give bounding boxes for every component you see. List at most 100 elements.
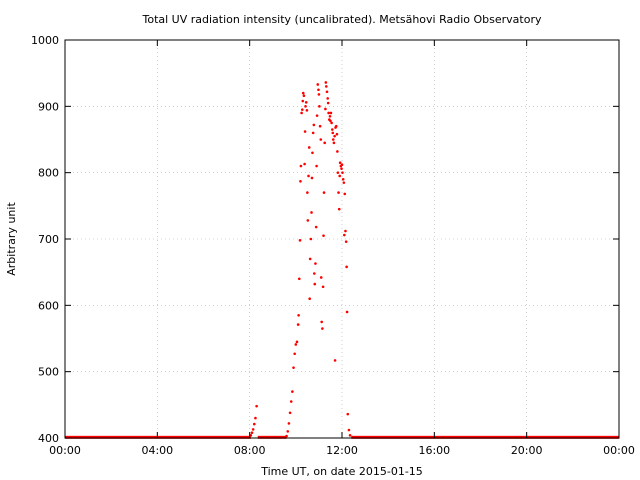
data-point (332, 141, 336, 145)
data-point (313, 282, 317, 286)
data-point (297, 277, 301, 281)
data-point (311, 131, 315, 135)
data-point (319, 138, 323, 141)
y-tick-label: 600 (38, 299, 59, 312)
data-point (308, 297, 311, 301)
data-point (310, 211, 313, 214)
axis-ticks (64, 39, 620, 439)
data-point (287, 422, 291, 425)
grid-lines (65, 40, 619, 438)
data-point (310, 176, 314, 180)
data-point (313, 272, 316, 275)
data-point (342, 181, 346, 184)
data-point (337, 191, 340, 194)
data-point (326, 101, 330, 105)
data-point (305, 109, 309, 112)
data-point (306, 219, 310, 222)
data-point (330, 121, 333, 125)
data-point (300, 108, 304, 111)
data-point (321, 327, 324, 330)
data-point (344, 240, 348, 243)
data-point (341, 171, 344, 174)
data-point (306, 191, 309, 194)
data-point (288, 411, 292, 415)
x-tick-label: 00:00 (603, 444, 635, 457)
data-point (254, 416, 257, 420)
baseline-series (65, 435, 619, 439)
data-point (298, 239, 302, 242)
data-point (300, 111, 303, 115)
x-tick-labels: 00:00 04:00 08:00 12:00 16:00 20:00 00:00 (49, 444, 635, 457)
chart-title: Total UV radiation intensity (uncalibrat… (142, 13, 542, 26)
data-point (338, 161, 342, 165)
data-point (323, 141, 326, 145)
data-point (315, 164, 318, 168)
data-point (293, 352, 296, 356)
data-point (344, 229, 347, 233)
data-point (301, 99, 305, 103)
data-point (331, 131, 335, 135)
data-point (336, 150, 339, 153)
data-point (317, 93, 321, 96)
y-tick-labels: 400 500 600 700 800 900 1000 (31, 34, 59, 445)
data-point (322, 191, 326, 194)
y-tick-label: 400 (38, 432, 59, 445)
data-point (294, 343, 298, 346)
x-tick-label: 16:00 (418, 444, 450, 457)
y-tick-label: 500 (38, 366, 59, 379)
data-point (320, 320, 323, 324)
data-point (338, 174, 341, 178)
data-point (343, 192, 347, 196)
data-point (325, 85, 328, 88)
data-point (315, 114, 319, 117)
data-point (299, 164, 303, 168)
data-point (331, 138, 335, 141)
data-points (249, 81, 352, 438)
data-point (326, 97, 329, 100)
x-tick-label: 00:00 (49, 444, 81, 457)
data-point (295, 340, 299, 344)
data-point (333, 134, 336, 138)
data-point (286, 430, 290, 433)
data-point (289, 400, 293, 403)
data-point (327, 111, 330, 115)
data-point (301, 91, 305, 95)
data-point (328, 114, 332, 118)
data-point (316, 83, 320, 86)
data-point (322, 234, 325, 237)
data-point (307, 146, 311, 149)
data-point (309, 237, 313, 241)
data-point (337, 207, 341, 211)
data-point (329, 111, 333, 115)
data-point (324, 81, 328, 84)
x-tick-label: 20:00 (511, 444, 543, 457)
data-point (292, 366, 295, 369)
y-tick-label: 900 (38, 100, 59, 113)
data-point (304, 101, 308, 104)
baseline-segment (65, 435, 251, 439)
data-point (336, 171, 340, 174)
data-point (345, 265, 348, 269)
data-point (303, 130, 307, 133)
data-point (318, 105, 321, 108)
y-tick-label: 800 (38, 167, 59, 180)
data-point (303, 162, 306, 166)
data-point (314, 262, 317, 265)
data-point (347, 428, 351, 432)
data-point (324, 107, 327, 111)
baseline-segment (257, 435, 287, 439)
data-point (317, 88, 320, 92)
data-point (348, 434, 352, 437)
data-point (296, 323, 300, 326)
y-tick-label: 1000 (31, 34, 59, 47)
data-point (335, 132, 339, 136)
x-axis-label: Time UT, on date 2015-01-15 (260, 465, 423, 478)
data-point (297, 313, 300, 317)
data-point (314, 225, 318, 229)
baseline-segment (351, 435, 619, 439)
data-point (299, 179, 302, 183)
data-point (341, 178, 345, 181)
data-point (252, 422, 256, 426)
data-point (318, 124, 322, 128)
